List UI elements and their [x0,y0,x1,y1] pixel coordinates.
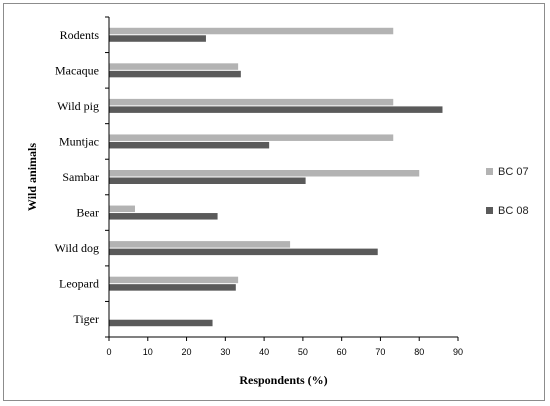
bars-group [105,16,443,338]
x-tick-label: 80 [414,347,424,357]
bar-bc-07-bear [109,205,135,213]
bar-bc-08-muntjac [109,141,270,149]
x-tick-label: 60 [337,347,347,357]
y-axis-title: Wild animals [25,143,39,211]
bar-bc-08-bear [109,213,218,220]
bar-bc-08-sambar [109,177,306,184]
bar-bc-07-sambar [109,170,420,177]
category-label-leopard: Leopard [59,277,99,291]
bar-bc-07-leopard [109,276,239,284]
bar-bc-08-tiger [109,319,213,327]
category-label-wild-pig: Wild pig [57,99,99,113]
x-tick-label: 20 [182,347,192,357]
category-label-muntjac: Muntjac [59,134,99,148]
bar-bc-07-wild-dog [109,241,291,248]
legend-label-bc-08: BC 08 [498,205,529,217]
x-tick-label: 10 [143,347,153,357]
bar-bc-08-leopard [109,284,236,291]
bar-bc-07-wild-pig [109,98,394,106]
x-tick-label: 30 [220,347,230,357]
category-label-macaque: Macaque [55,63,99,77]
category-label-sambar: Sambar [62,170,99,184]
x-tick-label: 90 [453,347,463,357]
legend-label-bc-07: BC 07 [498,166,529,178]
bar-bc-08-wild-dog [109,248,378,256]
x-tick-label: 0 [106,347,111,357]
x-axis-title: Respondents (%) [239,373,327,387]
bar-bc-08-macaque [109,70,241,78]
legend-swatch-bc-08 [486,207,493,214]
category-label-bear: Bear [76,206,99,220]
bar-bc-08-wild-pig [109,106,443,113]
legend: BC 07 BC 08 [486,166,529,217]
x-tick-label: 50 [298,347,308,357]
x-tick-label: 70 [375,347,385,357]
x-ticks-group: 0 10 20 30 40 50 60 70 80 90 [106,337,463,357]
category-label-wild-dog: Wild dog [54,241,99,255]
bar-bc-07-macaque [109,63,239,70]
category-label-tiger: Tiger [73,312,99,326]
bar-bc-07-rodents [109,27,394,35]
category-label-rodents: Rodents [60,28,100,42]
bar-bc-07-muntjac [109,134,394,141]
bar-bc-08-rodents [109,35,206,42]
legend-swatch-bc-07 [486,168,493,175]
chart-frame [3,3,545,401]
x-tick-label: 40 [259,347,269,357]
category-labels-group: Rodents Macaque Wild pig Muntjac Sambar Bear W… [54,28,99,326]
